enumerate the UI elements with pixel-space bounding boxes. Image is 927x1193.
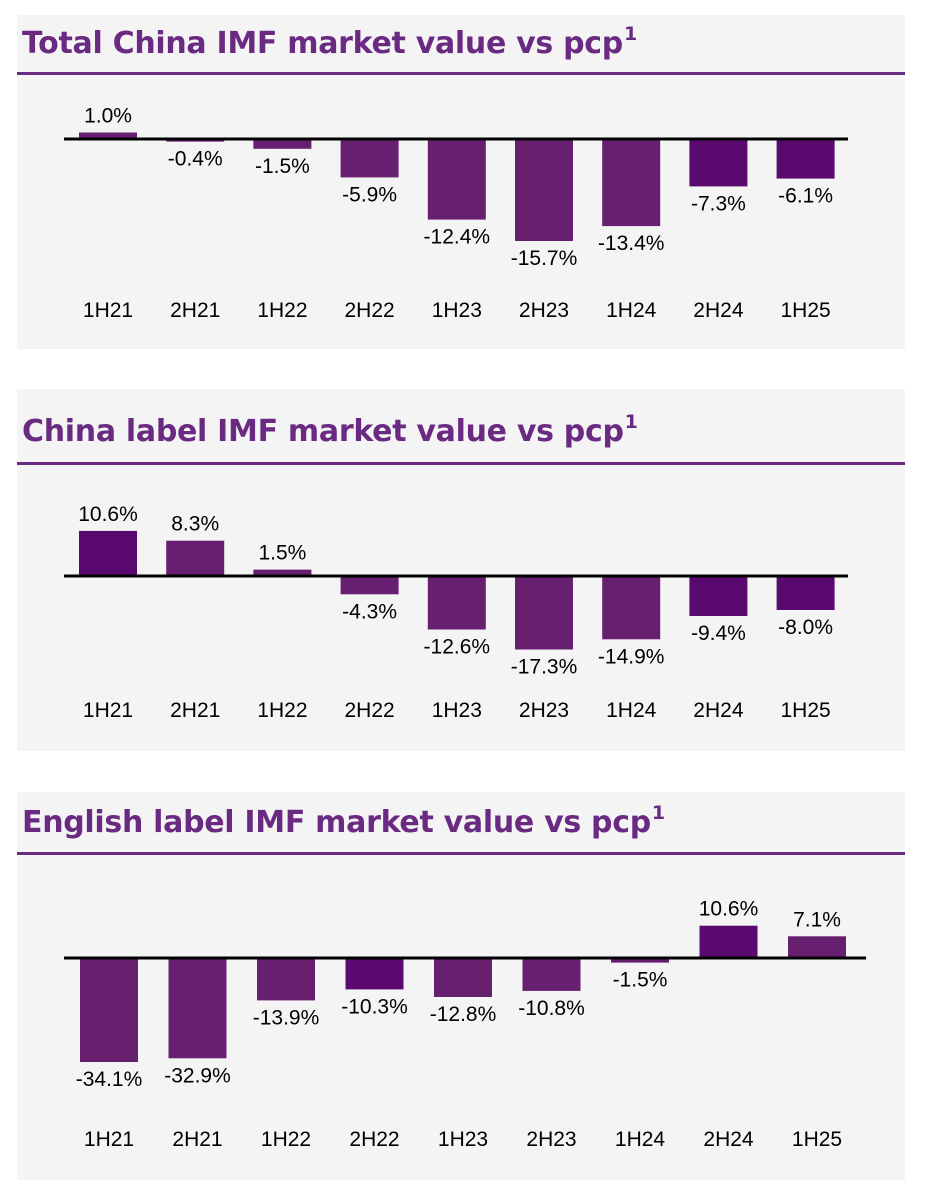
- x-tick-label: 2H24: [693, 299, 744, 322]
- bar-1h25: [788, 936, 846, 958]
- bar-1h24: [602, 139, 661, 227]
- data-label: 8.3%: [171, 513, 219, 536]
- data-label: -8.0%: [778, 616, 833, 639]
- x-tick-label: 1H25: [780, 299, 830, 322]
- bar-2h22: [340, 576, 399, 595]
- x-tick-label: 1H24: [615, 1128, 666, 1151]
- bar-1h22: [257, 958, 315, 1001]
- bar-1h22: [253, 569, 312, 576]
- chart-title-text: English label IMF market value vs pcp: [22, 805, 651, 840]
- data-label: -12.4%: [424, 226, 491, 249]
- bar-2h24: [699, 925, 758, 958]
- bar-2h22: [340, 139, 399, 178]
- chart-title: Total China IMF market value vs pcp1: [22, 24, 637, 61]
- bar-chart: -34.1% 1H21 -32.9% 2H21 -13.9% 1H22 -10.3% 2H22…: [64, 898, 866, 1151]
- x-tick-label: 2H22: [349, 1128, 399, 1151]
- data-label: -12.8%: [430, 1003, 497, 1026]
- data-label: -5.9%: [342, 183, 397, 206]
- bar-1h21: [80, 958, 138, 1062]
- x-tick-label: 1H21: [83, 699, 133, 722]
- data-label: -1.5%: [613, 969, 668, 992]
- data-label: -6.1%: [778, 185, 833, 208]
- x-tick-label: 1H22: [261, 1128, 311, 1151]
- bar-1h24: [602, 576, 661, 640]
- chart-panel-china-label: China label IMF market value vs pcp1 10.…: [17, 389, 905, 751]
- bar-2h21: [166, 540, 225, 576]
- data-label: -12.6%: [424, 636, 491, 659]
- chart-panel-total-china: Total China IMF market value vs pcp1 1.0…: [17, 15, 905, 349]
- bar-1h21: [79, 530, 137, 576]
- bar-chart: 1.0% 1H21 -0.4% 2H21 -1.5% 1H22 -5.9% 2H22 -12.4…: [64, 105, 848, 322]
- x-tick-label: 2H23: [519, 699, 569, 722]
- data-label: -14.9%: [598, 645, 665, 668]
- x-tick-label: 2H23: [526, 1128, 576, 1151]
- chart-title: China label IMF market value vs pcp1: [22, 412, 638, 449]
- data-label: 1.5%: [258, 542, 306, 565]
- chart-title-text: China label IMF market value vs pcp: [22, 414, 624, 449]
- bar-2h22: [345, 958, 404, 990]
- x-tick-label: 1H22: [257, 699, 307, 722]
- bar-2h21: [168, 958, 227, 1059]
- data-label: -0.4%: [168, 148, 223, 171]
- x-tick-label: 1H22: [257, 299, 307, 322]
- x-tick-label: 1H24: [606, 299, 657, 322]
- x-tick-label: 2H22: [344, 699, 394, 722]
- chart-panel-english-label: English label IMF market value vs pcp1 -…: [17, 792, 905, 1180]
- title-rule: [17, 462, 905, 465]
- chart-title-text: Total China IMF market value vs pcp: [22, 26, 623, 61]
- x-tick-label: 1H25: [780, 699, 830, 722]
- x-tick-label: 2H21: [172, 1128, 222, 1151]
- data-label: 1.0%: [84, 105, 132, 128]
- x-tick-label: 1H23: [432, 699, 482, 722]
- bar-1h24: [611, 958, 669, 963]
- x-tick-label: 1H21: [84, 1128, 134, 1151]
- bar-2h24: [689, 139, 748, 187]
- data-label: -17.3%: [511, 656, 578, 679]
- bar-1h25: [776, 576, 835, 610]
- data-label: 10.6%: [78, 503, 138, 526]
- x-tick-label: 2H21: [170, 699, 220, 722]
- bar-2h23: [515, 576, 573, 650]
- x-tick-label: 2H21: [170, 299, 220, 322]
- bar-1h23: [434, 958, 492, 997]
- data-label: -32.9%: [164, 1064, 231, 1087]
- title-rule: [17, 72, 905, 75]
- data-label: 10.6%: [699, 898, 759, 921]
- bar-2h23: [515, 139, 573, 241]
- data-label: -9.4%: [691, 622, 746, 645]
- title-footnote-marker: 1: [624, 411, 638, 433]
- bar-2h24: [689, 576, 748, 616]
- data-label: -34.1%: [76, 1068, 143, 1091]
- data-label: -1.5%: [255, 155, 310, 178]
- data-label: 7.1%: [793, 908, 841, 931]
- x-tick-label: 2H24: [693, 699, 744, 722]
- title-rule: [17, 852, 905, 855]
- data-label: -13.9%: [253, 1006, 320, 1029]
- data-label: -10.3%: [341, 995, 408, 1018]
- data-label: -4.3%: [342, 600, 397, 623]
- data-label: -15.7%: [511, 247, 578, 270]
- data-label: -7.3%: [691, 192, 746, 215]
- data-label: -13.4%: [598, 232, 665, 255]
- x-tick-label: 2H23: [519, 299, 569, 322]
- x-tick-label: 1H23: [432, 299, 482, 322]
- title-footnote-marker: 1: [651, 802, 665, 824]
- bar-1h21: [79, 132, 137, 139]
- x-tick-label: 2H22: [344, 299, 394, 322]
- title-footnote-marker: 1: [623, 23, 637, 45]
- x-tick-label: 1H23: [438, 1128, 488, 1151]
- x-tick-label: 1H21: [83, 299, 133, 322]
- bar-chart: 10.6% 1H21 8.3% 2H21 1.5% 1H22 -4.3% 2H22 -12.6%…: [64, 503, 848, 722]
- bar-2h23: [522, 958, 581, 991]
- data-label: -10.8%: [518, 997, 585, 1020]
- x-tick-label: 1H25: [792, 1128, 842, 1151]
- bar-1h23: [427, 576, 486, 630]
- chart-title: English label IMF market value vs pcp1: [22, 803, 665, 840]
- x-tick-label: 1H24: [606, 699, 657, 722]
- bar-1h22: [253, 139, 312, 149]
- x-tick-label: 2H24: [703, 1128, 754, 1151]
- bar-1h23: [427, 139, 486, 220]
- bar-1h25: [776, 139, 835, 179]
